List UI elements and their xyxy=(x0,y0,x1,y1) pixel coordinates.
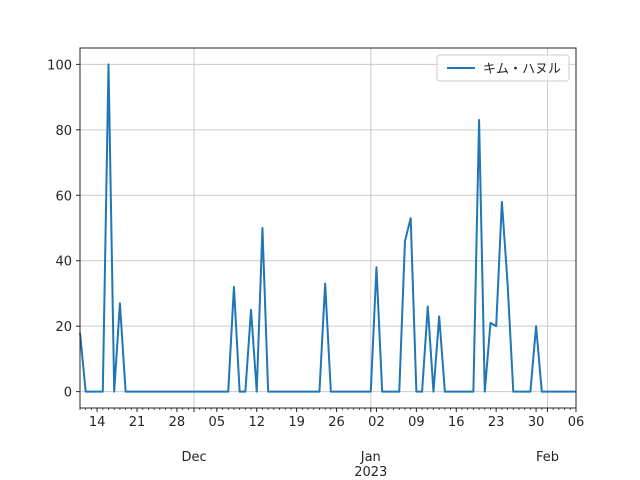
x-tick-label: 16 xyxy=(448,415,465,430)
series-line xyxy=(79,63,576,393)
y-tick-label: 100 xyxy=(47,58,72,73)
y-tick-label: 80 xyxy=(55,124,72,139)
x-tick-label: 12 xyxy=(248,415,265,430)
y-tick-label: 0 xyxy=(64,386,72,401)
x-tick-label: 21 xyxy=(129,415,146,430)
plot-area-frame xyxy=(79,47,577,409)
x-tick-label: 14 xyxy=(89,415,106,430)
x-month-label: Feb xyxy=(536,450,559,465)
y-tick-label: 40 xyxy=(55,255,72,270)
x-axis: 14 21 28 05 12 19 26 02 09 16 23 30 06 Dec Jan 2023 Feb xyxy=(79,408,585,480)
x-month-label: Jan 2023 xyxy=(354,450,387,480)
x-tick-label: 06 xyxy=(568,415,585,430)
y-tick-label: 20 xyxy=(55,320,72,335)
y-axis: 0 20 40 60 80 100 xyxy=(47,58,80,401)
x-tick-label: 23 xyxy=(488,415,505,430)
x-tick-label: 02 xyxy=(368,415,385,430)
y-tick-label: 60 xyxy=(55,189,72,204)
series-lines xyxy=(79,63,576,393)
x-tick-label: 28 xyxy=(169,415,186,430)
legend-label: キム・ハヌル xyxy=(483,62,561,77)
x-tick-label: 09 xyxy=(408,415,425,430)
x-tick-label: 05 xyxy=(209,415,226,430)
legend-box xyxy=(436,54,570,82)
x-month-label: Dec xyxy=(181,450,206,465)
legend: キム・ハヌル xyxy=(436,54,570,82)
x-tick-label: 30 xyxy=(528,415,545,430)
x-tick-label: 26 xyxy=(328,415,345,430)
x-tick-label: 19 xyxy=(288,415,305,430)
